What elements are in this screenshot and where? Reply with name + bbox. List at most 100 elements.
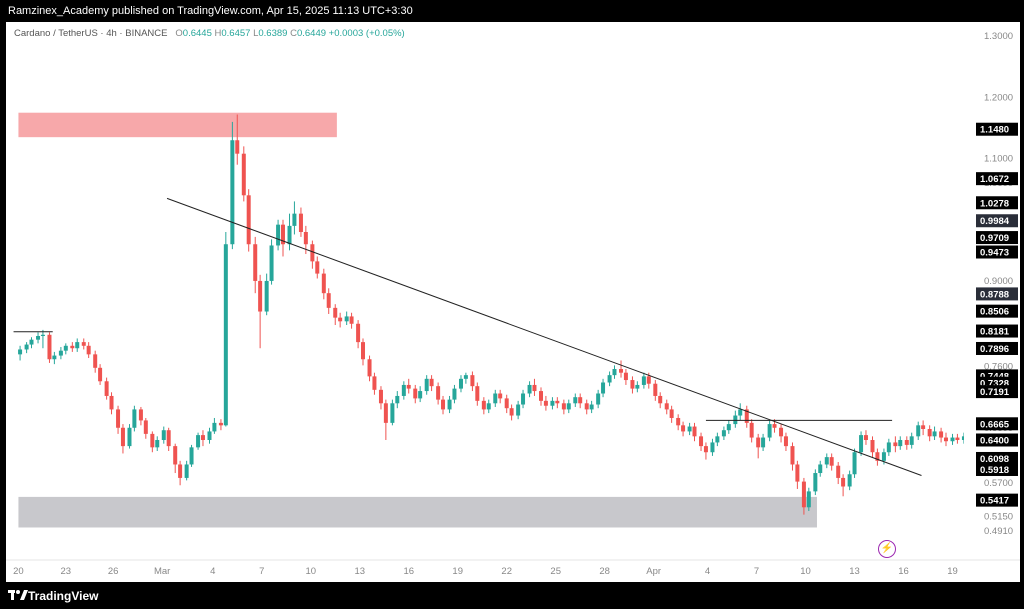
candle (120, 427, 125, 447)
replay-icon[interactable]: ⚡ (878, 540, 896, 558)
candle (47, 334, 52, 360)
price-tag-label: 1.0278 (980, 198, 1009, 209)
price-tag (976, 214, 1018, 228)
candle (29, 339, 34, 345)
price-tag-label: 0.8506 (980, 307, 1009, 318)
candle (395, 395, 400, 404)
x-tick-label: 7 (259, 566, 264, 577)
price-tag (976, 341, 1018, 355)
high-value: 0.6457 (221, 28, 251, 39)
close-value: 0.6449 (296, 28, 327, 39)
candle (573, 397, 578, 404)
zone-support (18, 496, 817, 528)
candle (292, 213, 297, 226)
x-tick-label: 16 (403, 566, 414, 577)
candle (401, 384, 406, 396)
candle (870, 440, 875, 453)
price-tag-label: 0.5417 (980, 496, 1009, 507)
x-tick-label: Apr (646, 566, 661, 577)
candle (601, 382, 606, 394)
price-tag (976, 196, 1018, 210)
price-tag-label: 0.7896 (980, 344, 1009, 355)
candle (310, 244, 315, 262)
y-tick-label: 1.3000 (984, 31, 1013, 42)
candle (470, 375, 475, 387)
candle (612, 369, 617, 376)
candle (127, 427, 132, 447)
candle (795, 464, 800, 482)
candle (664, 403, 669, 410)
y-tick-label: 0.7600 (984, 362, 1013, 373)
brand-name: TradingView (28, 589, 99, 603)
candle (253, 244, 258, 281)
candle (161, 430, 166, 440)
candle (218, 422, 223, 426)
price-tag (976, 231, 1018, 245)
candle (676, 417, 681, 426)
candle (378, 389, 383, 404)
candle (921, 425, 926, 429)
price-axis (964, 22, 1020, 582)
candle (566, 403, 571, 410)
candle (132, 409, 137, 428)
candle (36, 336, 41, 340)
candle (630, 380, 635, 389)
candle (767, 424, 772, 438)
x-tick-label: 22 (501, 566, 512, 577)
y-tick-label: 1.1000 (984, 154, 1013, 165)
candle (504, 398, 509, 409)
candle (155, 440, 160, 448)
candle (212, 422, 217, 432)
candle (961, 436, 966, 440)
candle (927, 428, 932, 437)
candle (779, 427, 784, 437)
candle (943, 437, 948, 442)
price-tag-label: 0.5918 (980, 465, 1009, 476)
candle (486, 403, 491, 410)
x-tick-label: 7 (754, 566, 759, 577)
price-tag-label: 0.7191 (980, 387, 1010, 398)
x-tick-label: 26 (108, 566, 119, 577)
candle (532, 384, 537, 392)
low-label: L (253, 28, 259, 39)
candle (40, 334, 45, 336)
candle (458, 378, 463, 389)
x-tick-label: 28 (599, 566, 610, 577)
open-value: 0.6445 (182, 28, 212, 39)
candlestick-chart[interactable]: 1.30001.20001.10001.06000.90000.88000.79… (6, 22, 1020, 582)
price-tag-label: 0.9709 (980, 233, 1009, 244)
x-tick-label: 23 (61, 566, 72, 577)
candle (653, 383, 658, 396)
change-value: +0.0003 (+0.05%) (328, 28, 405, 39)
candle (703, 446, 708, 453)
candle (761, 437, 766, 448)
candle (646, 376, 651, 384)
candle (24, 344, 29, 350)
price-tag-label: 0.6400 (980, 436, 1009, 447)
candle (619, 369, 624, 373)
price-tag-label: 0.7328 (980, 379, 1009, 390)
candle (344, 316, 349, 322)
candle (138, 409, 143, 421)
candle (658, 395, 663, 404)
candle (527, 384, 532, 394)
candle (493, 393, 498, 404)
candle (692, 426, 697, 437)
candle (950, 437, 955, 442)
candle (276, 224, 281, 246)
price-tag-label: 0.6665 (980, 419, 1010, 430)
candle (189, 447, 194, 465)
candle (801, 481, 806, 508)
candle (859, 435, 864, 453)
candle (550, 400, 555, 406)
candle (81, 342, 86, 346)
chart-area[interactable]: 1.30001.20001.10001.06000.90000.88000.79… (6, 22, 1020, 582)
candle (429, 378, 434, 387)
price-tag-label: 0.6098 (980, 454, 1009, 465)
candle (596, 393, 601, 405)
candle (104, 381, 109, 396)
price-tag (976, 462, 1018, 476)
candle (235, 140, 240, 154)
candle (578, 397, 583, 404)
price-tag-label: 1.0672 (980, 174, 1009, 185)
